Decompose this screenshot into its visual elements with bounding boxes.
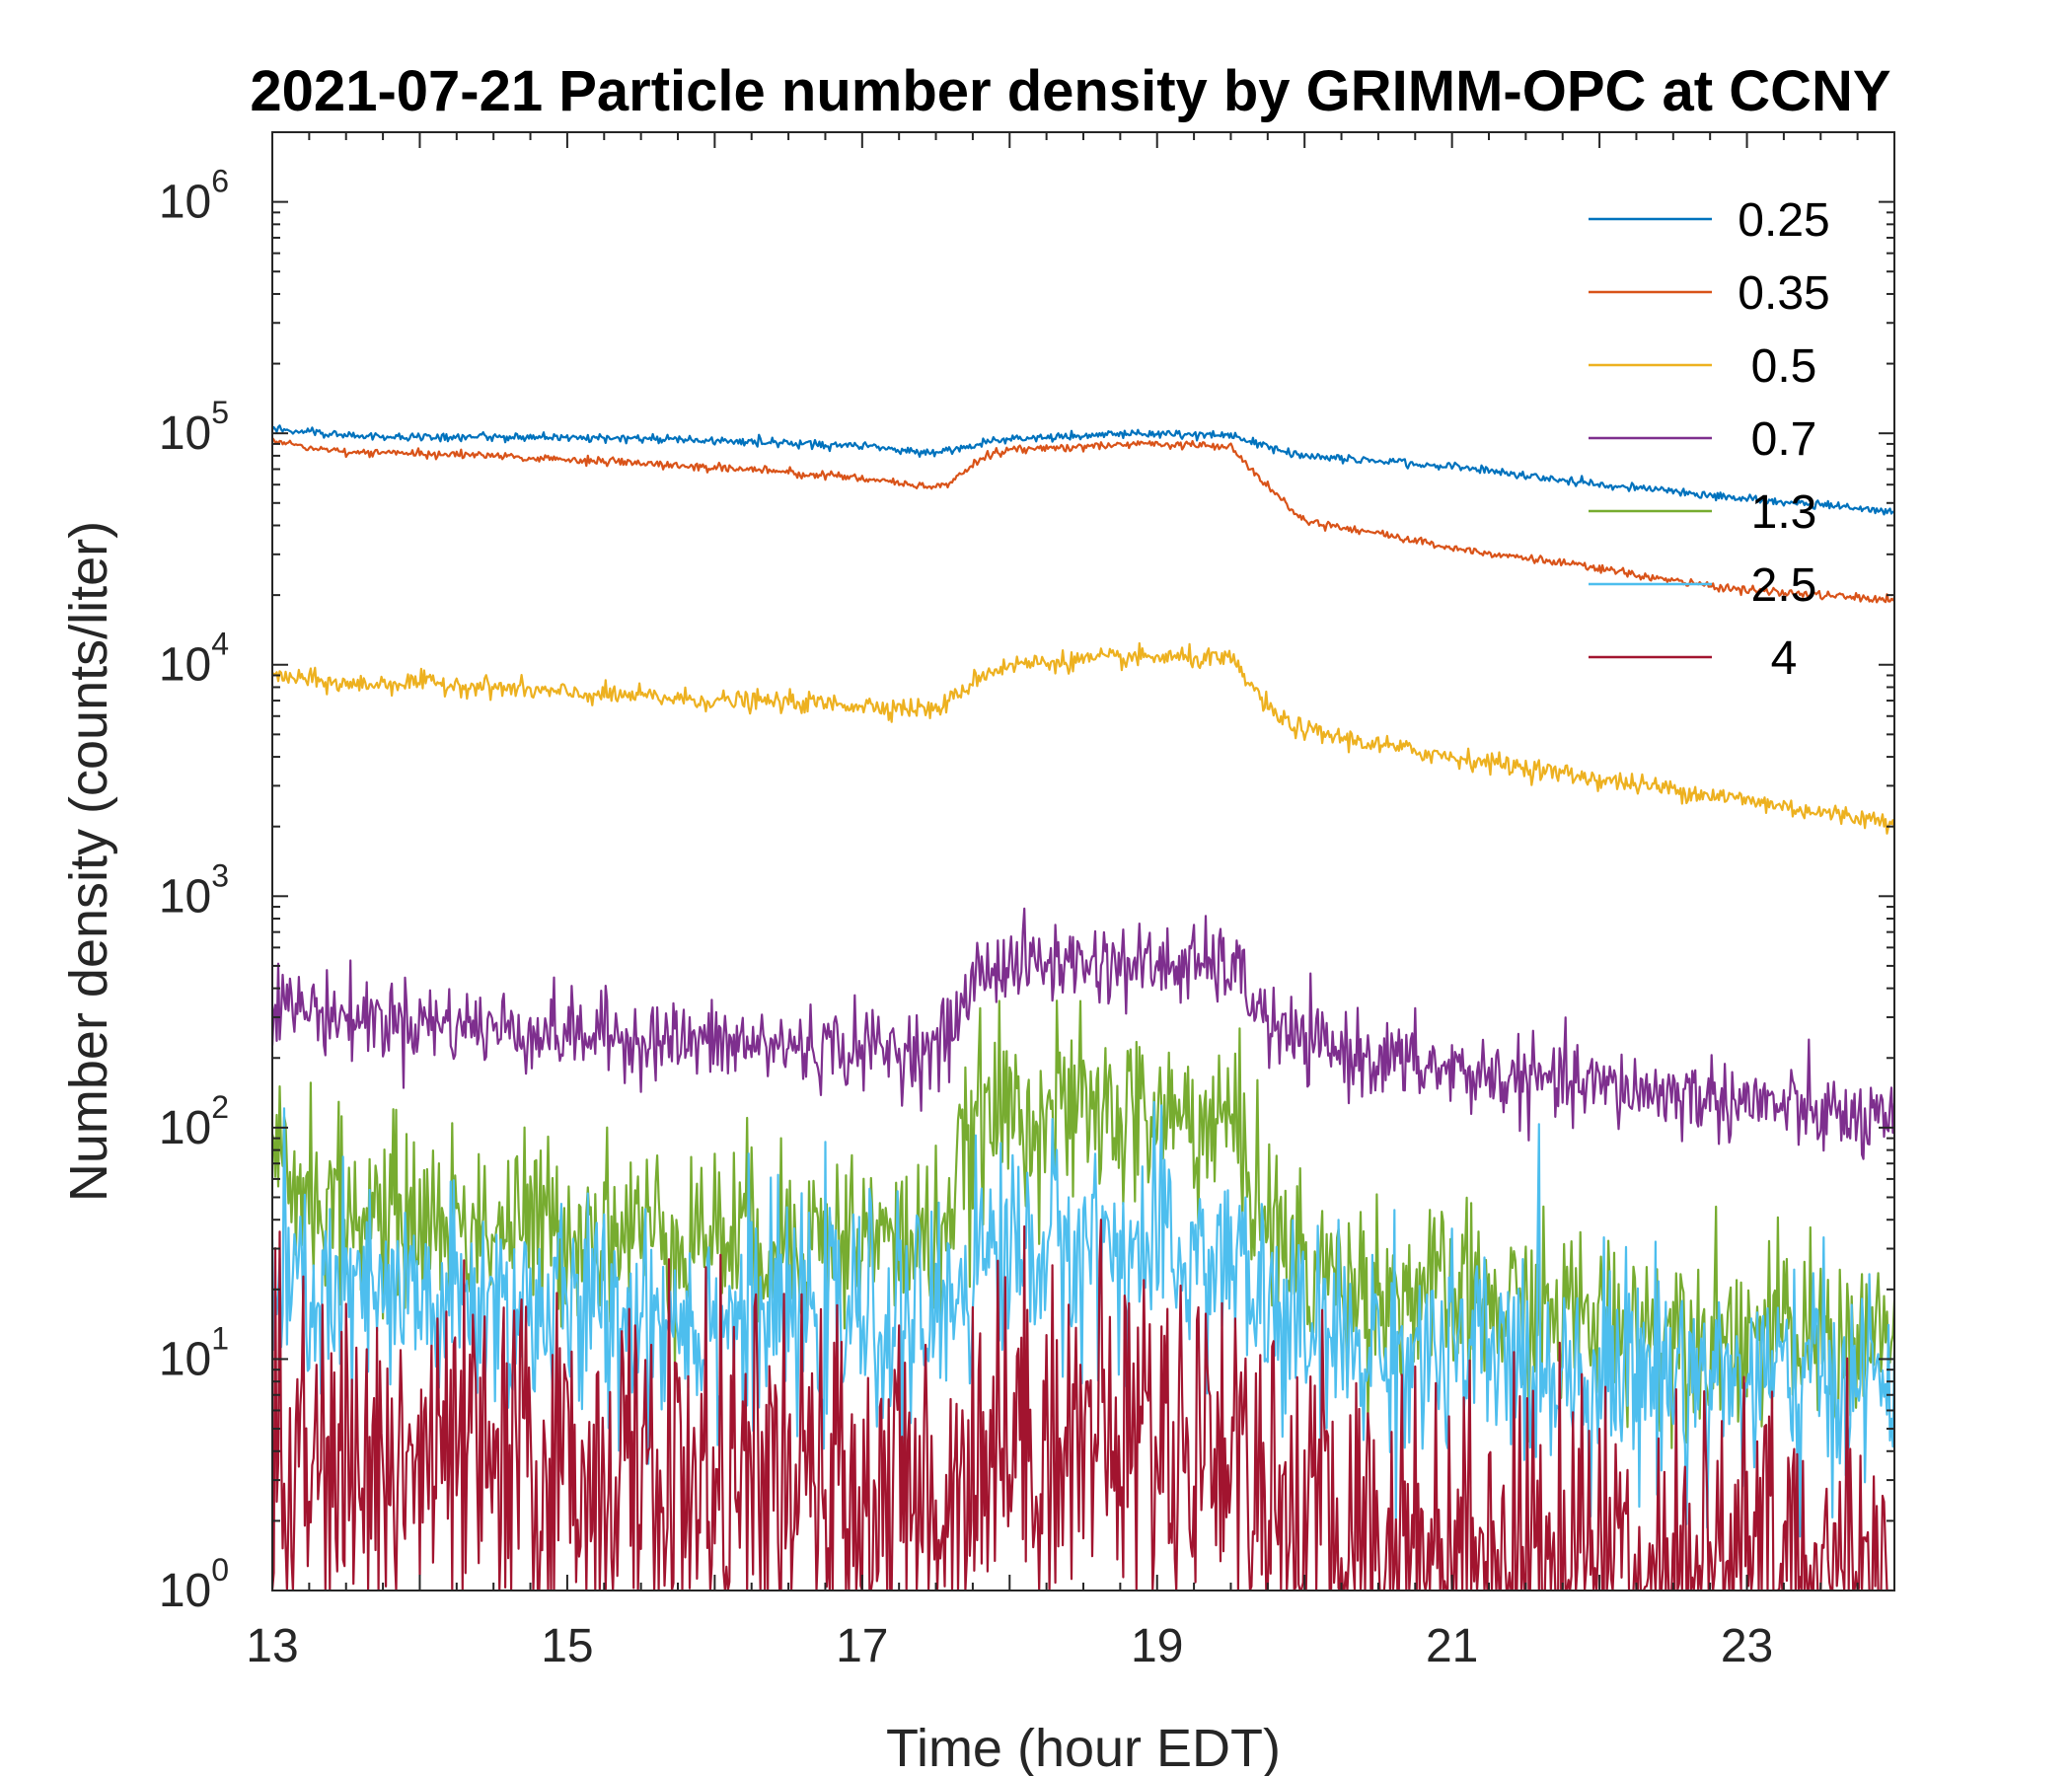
y-tick-label: 101: [159, 1320, 229, 1385]
y-tick-label: 100: [159, 1552, 229, 1617]
y-tick-label: 105: [159, 395, 229, 460]
x-tick-label: 21: [1426, 1620, 1478, 1672]
x-tick-label: 23: [1721, 1620, 1773, 1672]
legend-label: 0.5: [1751, 340, 1817, 393]
legend: 0.25 0.35 0.5 0.7 1.3 2.5 4: [1589, 194, 1830, 685]
legend-label: 1.3: [1751, 486, 1817, 539]
y-axis-label: Number density (counts/liter): [59, 521, 118, 1202]
chart-title: 2021-07-21 Particle number density by GR…: [250, 59, 1890, 123]
series-line-0_35: [272, 437, 1894, 604]
x-tick-label: 17: [836, 1620, 888, 1672]
x-axis-label: Time (hour EDT): [886, 1719, 1281, 1776]
legend-label: 0.7: [1751, 413, 1817, 466]
series-layer: [272, 424, 1894, 1591]
y-axis: 100 101 102 103 104 105 106: [159, 131, 1894, 1617]
series-line-4: [272, 1219, 1894, 1591]
series-line-0_5: [272, 641, 1894, 835]
legend-label: 0.25: [1738, 194, 1829, 247]
series-line-0_7: [272, 907, 1894, 1160]
x-axis: 13 15 17 19 21 23: [246, 132, 1895, 1672]
series-line-0_25: [272, 424, 1894, 516]
y-tick-label: 104: [159, 627, 229, 692]
legend-label: 4: [1771, 632, 1798, 685]
x-tick-label: 15: [541, 1620, 593, 1672]
series-line-2_5: [272, 1100, 1894, 1538]
legend-label: 0.35: [1738, 267, 1829, 320]
y-tick-label: 106: [159, 164, 229, 229]
legend-label: 2.5: [1751, 559, 1817, 612]
x-tick-label: 13: [246, 1620, 298, 1672]
x-tick-label: 19: [1131, 1620, 1183, 1672]
y-tick-label: 102: [159, 1089, 229, 1154]
y-tick-label: 103: [159, 857, 229, 923]
